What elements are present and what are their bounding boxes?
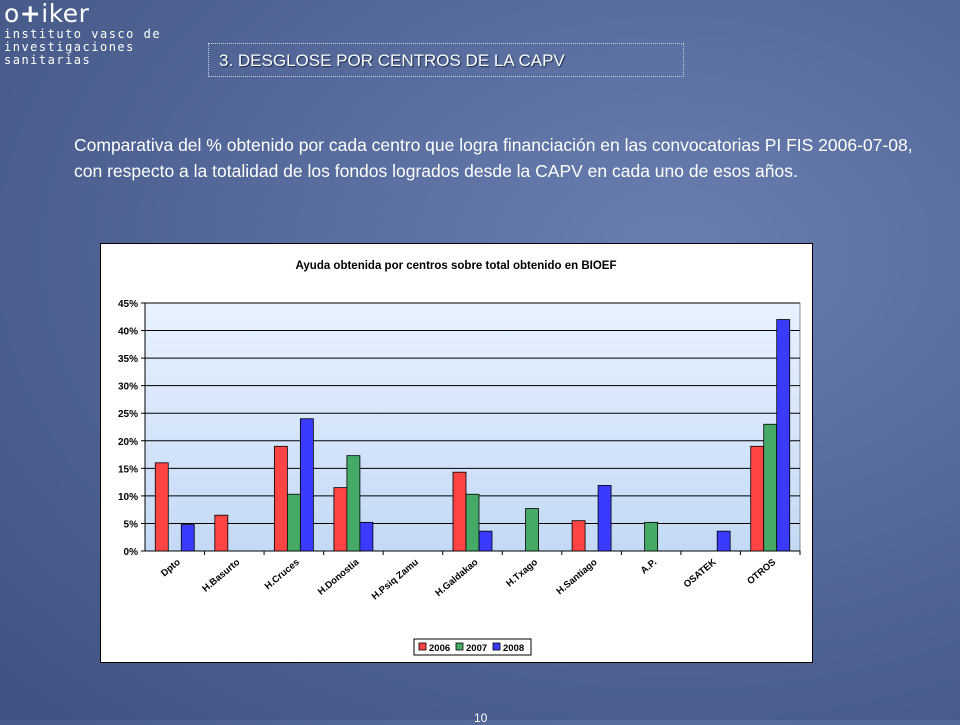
chart-panel: Ayuda obtenida por centros sobre total o…	[100, 243, 813, 663]
y-tick-label: 0%	[124, 547, 139, 558]
section-title: 3. DESGLOSE POR CENTROS DE LA CAPV	[208, 43, 684, 77]
x-tick-label: H.Psiq Zamu	[370, 557, 421, 603]
page-number: 10	[474, 711, 488, 725]
x-tick-label: H.Galdakao	[433, 557, 480, 599]
bar-2007-9	[644, 521, 659, 552]
legend-label-2008: 2008	[503, 643, 524, 654]
bar-2008-4	[359, 521, 374, 552]
y-tick-label: 10%	[118, 492, 138, 503]
description-text: Comparativa del % obtenido por cada cent…	[74, 135, 913, 181]
x-tick-label: H.Donostia	[316, 556, 362, 597]
legend-label-2006: 2006	[429, 643, 450, 654]
bar-2006-6	[452, 471, 467, 552]
bar-2007-3	[286, 493, 301, 552]
y-tick-label: 35%	[118, 354, 138, 365]
legend-label-2007: 2007	[466, 643, 487, 654]
y-tick-label: 20%	[118, 437, 138, 448]
bar-chart: Ayuda obtenida por centros sobre total o…	[118, 260, 801, 656]
x-tick-label: H.Cruces	[263, 557, 302, 592]
logo: o+iker instituto vasco de investigacione…	[4, 0, 161, 67]
y-tick-label: 25%	[118, 409, 138, 420]
bar-2008-10	[716, 530, 731, 552]
bar-2007-4	[346, 455, 361, 552]
logo-line-1: instituto vasco de	[4, 27, 162, 41]
logo-line-2: investigaciones	[4, 40, 135, 54]
bar-2006-3	[273, 445, 288, 552]
y-tick-label: 15%	[118, 464, 138, 475]
bar-2006-11	[750, 445, 765, 552]
bar-2006-4	[333, 487, 348, 552]
legend-swatch-2008	[492, 642, 501, 651]
bar-2007-11	[763, 423, 778, 552]
chart-title: Ayuda obtenida por centros sobre total o…	[296, 260, 617, 272]
legend-swatch-2007	[455, 642, 464, 651]
y-tick-label: 45%	[118, 299, 138, 310]
legend-box	[413, 638, 532, 656]
bar-2007-7	[525, 508, 539, 552]
x-tick-label: OSATEK	[682, 557, 719, 591]
y-tick-label: 30%	[118, 382, 138, 393]
bar-2008-6	[478, 530, 493, 552]
x-tick-label: OTROS	[745, 557, 778, 587]
bar-2006-1	[154, 462, 169, 552]
x-tick-label: H.Santiago	[554, 557, 599, 597]
logo-line-3: sanitarias	[4, 53, 92, 67]
bar-2008-1	[180, 524, 195, 552]
bar-2006-2	[214, 514, 229, 552]
x-tick-label: A.P.	[639, 557, 659, 577]
bar-2007-6	[465, 493, 480, 552]
x-tick-label: H.Basurto	[200, 557, 242, 595]
bar-2006-8	[571, 520, 586, 552]
x-tick-label: Dpto	[159, 557, 183, 579]
y-tick-label: 5%	[124, 519, 139, 530]
x-tick-label: H.Txago	[504, 557, 540, 590]
bar-2008-11	[776, 319, 791, 552]
logo-name: o+iker	[4, 0, 90, 28]
legend-swatch-2006	[418, 642, 427, 651]
y-tick-label: 40%	[118, 327, 138, 338]
bar-2008-8	[597, 485, 612, 552]
bar-2008-3	[299, 418, 314, 552]
